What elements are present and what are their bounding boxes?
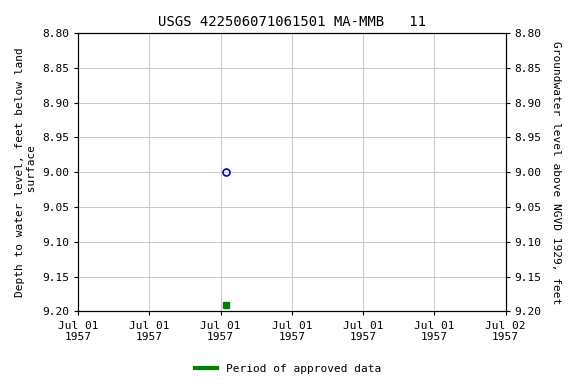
Legend: Period of approved data: Period of approved data [191,359,385,379]
Y-axis label: Depth to water level, feet below land
 surface: Depth to water level, feet below land su… [15,47,37,297]
Title: USGS 422506071061501 MA-MMB   11: USGS 422506071061501 MA-MMB 11 [158,15,426,29]
Y-axis label: Groundwater level above NGVD 1929, feet: Groundwater level above NGVD 1929, feet [551,41,561,304]
